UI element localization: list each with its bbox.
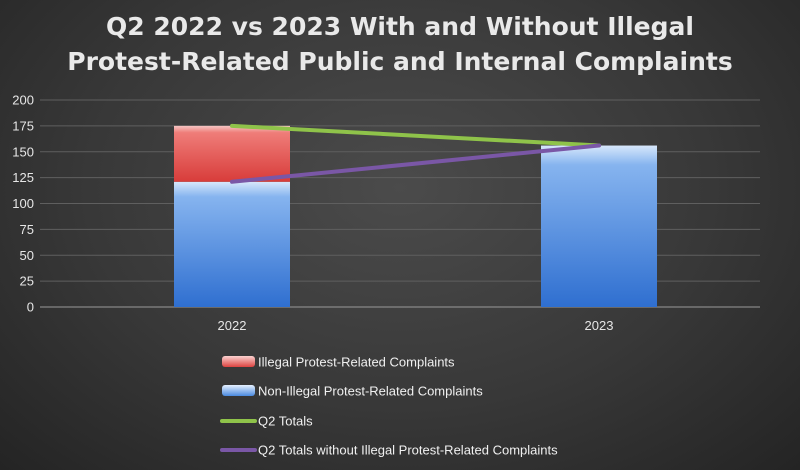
x-axis-category-labels: 2022 2023 [218, 318, 614, 333]
legend-label: Q2 Totals [258, 414, 313, 429]
y-tick-label: 50 [20, 248, 34, 263]
bar-illegal-2022 [174, 125, 290, 182]
gridlines [40, 99, 760, 308]
series-line [230, 143, 601, 184]
y-tick-label: 200 [12, 93, 34, 108]
legend-swatch [222, 356, 255, 367]
y-tick-label: 150 [12, 144, 34, 159]
chart-title-line-2: Protest-Related Public and Internal Comp… [67, 47, 732, 76]
y-tick-label: 0 [27, 300, 34, 315]
bars [174, 125, 657, 307]
x-category-label: 2023 [585, 318, 614, 333]
x-category-label: 2022 [218, 318, 247, 333]
chart-title-line-1: Q2 2022 vs 2023 With and Without Illegal [106, 12, 694, 41]
y-axis-tick-labels: 0 25 50 75 100 125 150 175 200 [12, 93, 34, 315]
bar-non-illegal-2022 [174, 181, 290, 307]
legend-label: Non-Illegal Protest-Related Complaints [258, 384, 483, 399]
y-tick-label: 75 [20, 222, 34, 237]
legend-label: Illegal Protest-Related Complaints [258, 355, 455, 370]
bar-non-illegal-2023 [541, 145, 657, 307]
y-tick-label: 100 [12, 196, 34, 211]
y-tick-label: 175 [12, 118, 34, 133]
legend-label: Q2 Totals without Illegal Protest-Relate… [258, 443, 558, 458]
chart-title: Q2 2022 vs 2023 With and Without Illegal… [67, 12, 732, 76]
legend-swatch [222, 385, 255, 396]
series-lines [230, 123, 601, 184]
y-tick-label: 125 [12, 170, 34, 185]
y-tick-label: 25 [20, 274, 34, 289]
legend: Illegal Protest-Related Complaints Non-Il… [220, 355, 558, 458]
series-line [230, 123, 601, 148]
